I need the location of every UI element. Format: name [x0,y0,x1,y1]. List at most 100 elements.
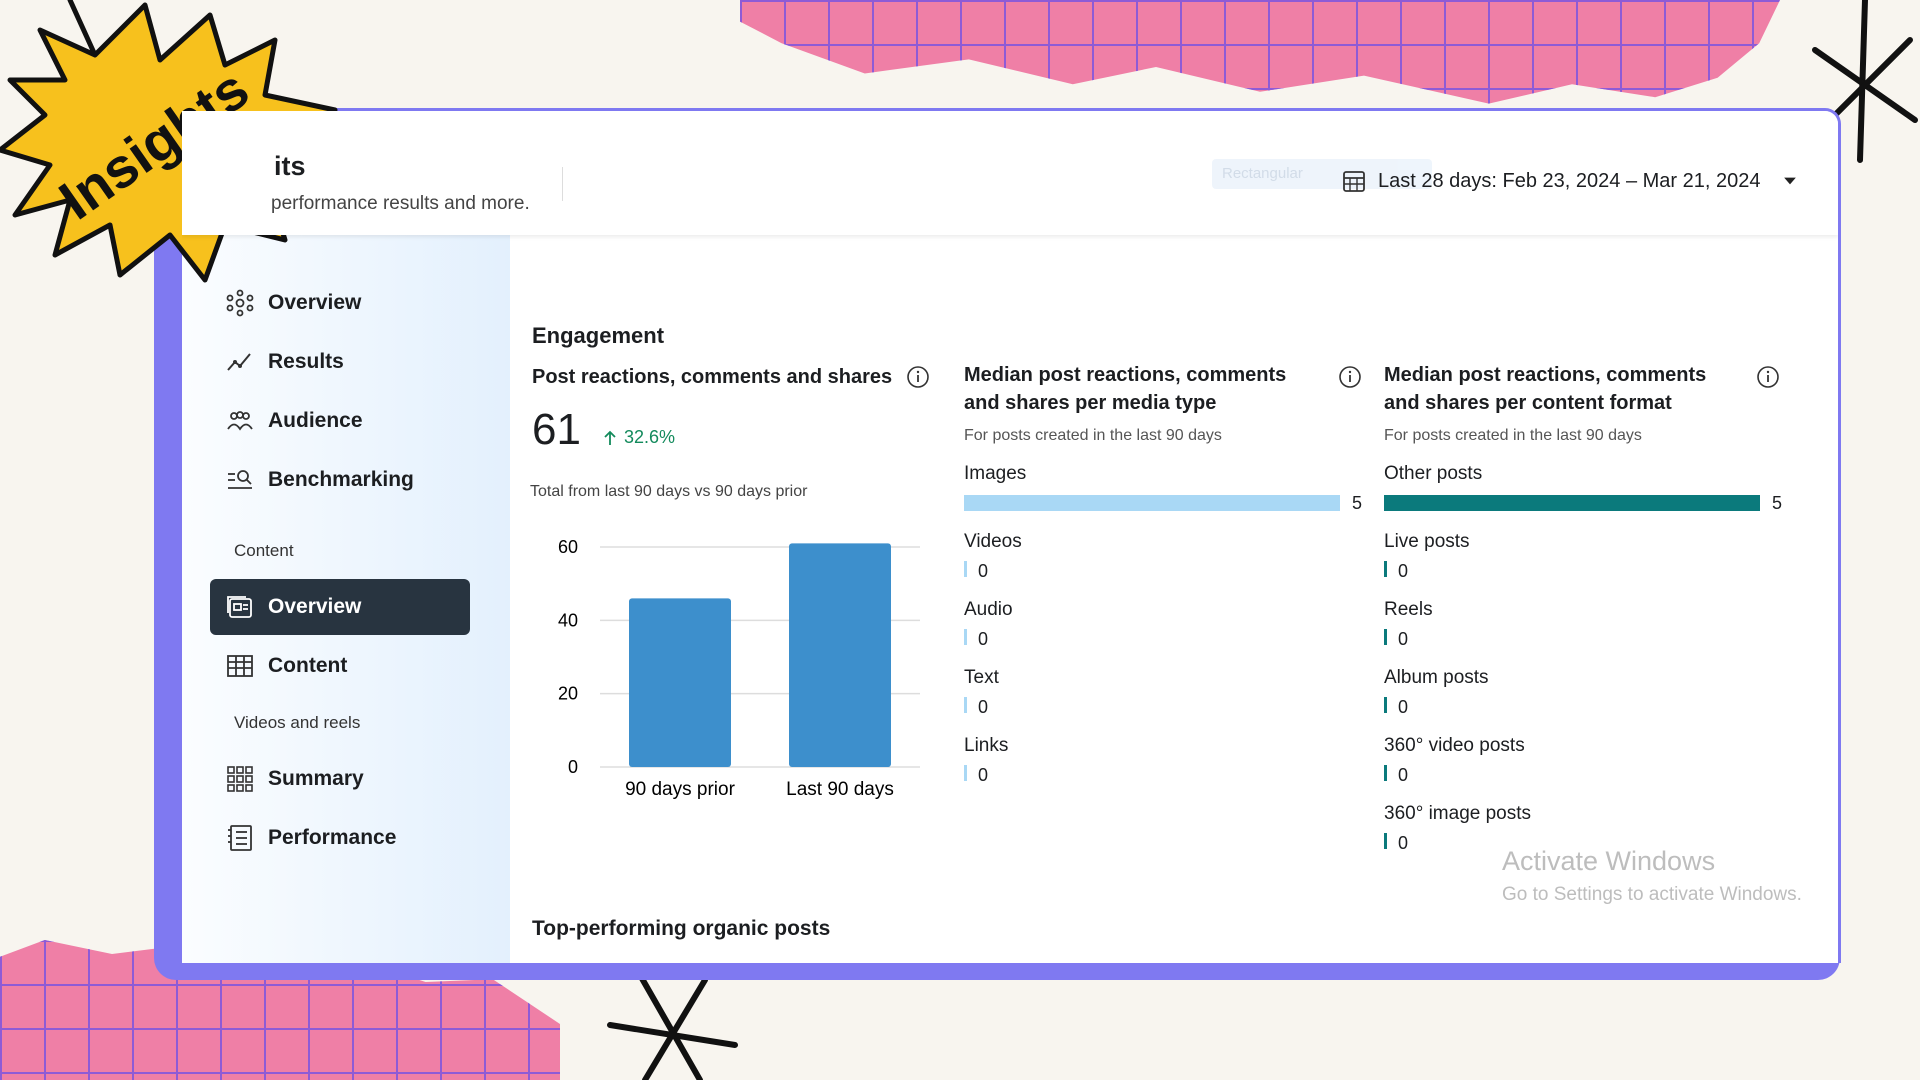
y-tick-label: 0 [568,757,578,777]
row-label: Live posts [1384,531,1470,552]
row-value: 0 [978,629,989,649]
row-value: 0 [1398,833,1409,853]
pink-grid-paper-top [740,0,1780,104]
sidebar-item-label: Performance [268,826,397,849]
x-tick-label: 90 days prior [625,779,736,800]
row-zero-tick [964,765,967,781]
sidebar-item-label: Audience [268,409,363,432]
row-value: 0 [1398,697,1409,717]
row-label: Album posts [1384,667,1489,688]
table-icon [227,655,253,677]
info-icon[interactable] [1756,365,1780,389]
page-title: its [274,151,306,181]
chevron-down-icon [1784,177,1797,185]
row-label: 360° image posts [1384,803,1532,824]
card-title-media-type-1: Median post reactions, comments [964,364,1287,386]
sidebar-item-performance[interactable]: Performance [210,810,470,866]
date-range-label: Last 28 days: Feb 23, 2024 – Mar 21, 202… [1378,169,1761,192]
benchmark-icon [228,470,252,489]
chart-bar[interactable] [789,543,891,767]
card-subtitle-content-format: For posts created in the last 90 days [1384,427,1642,444]
info-icon[interactable] [906,365,930,389]
section-heading-engagement: Engagement [532,323,665,348]
arrow-up-icon [604,430,616,445]
reactions-note: Total from last 90 days vs 90 days prior [530,483,808,500]
card-title-media-type-2: and shares per media type [964,392,1217,414]
grid-icon [227,766,253,792]
reactions-total-value: 61 [532,405,581,454]
sidebar-item-label: Summary [268,767,364,790]
row-label: Links [964,735,1009,756]
report-icon [228,825,252,851]
section-heading-top-posts: Top-performing organic posts [532,917,831,940]
network-icon [226,289,254,317]
row-value: 0 [1398,765,1409,785]
main-content: Engagement Post reactions, comments and … [510,235,1830,963]
header-divider [562,167,563,201]
row-bar[interactable] [964,495,1340,511]
row-zero-tick [1384,697,1387,713]
sidebar-item-summary[interactable]: Summary [210,751,470,807]
row-label: Images [964,463,1027,484]
reactions-change: 32.6% [602,427,675,448]
posts-overview-icon [227,596,252,618]
row-value: 5 [1772,493,1783,513]
row-label: Audio [964,599,1013,620]
card-title-content-format-1: Median post reactions, comments [1384,364,1707,386]
page-subtitle: performance results and more. [271,193,530,214]
windows-activation-subtitle: Go to Settings to activate Windows. [1502,884,1802,905]
card-title-reactions: Post reactions, comments and shares [532,366,893,388]
card-subtitle-media-type: For posts created in the last 90 days [964,427,1222,444]
sidebar-item-results[interactable]: Results [210,334,470,390]
row-value: 0 [978,561,989,581]
y-tick-label: 40 [558,610,578,630]
section-label-content: Content [234,541,294,560]
sidebar-item-audience[interactable]: Audience [210,393,470,449]
row-bar[interactable] [1384,495,1760,511]
row-value: 5 [1352,493,1363,513]
sidebar-item-label: Results [268,350,344,373]
row-label: Other posts [1384,463,1483,484]
row-value: 0 [1398,561,1409,581]
section-label-videos: Videos and reels [234,713,361,732]
row-label: Videos [964,531,1022,552]
row-label: 360° video posts [1384,735,1525,756]
row-zero-tick [964,697,967,713]
row-zero-tick [1384,629,1387,645]
sidebar-item-label: Benchmarking [268,468,414,491]
sidebar-item-content-overview[interactable]: Overview [210,579,470,635]
row-zero-tick [1384,765,1387,781]
y-tick-label: 20 [558,684,578,704]
row-zero-tick [1384,833,1387,849]
sidebar-item-content[interactable]: Content [210,638,470,694]
row-zero-tick [1384,561,1387,577]
row-label: Reels [1384,599,1433,620]
windows-activation-title: Activate Windows [1502,846,1716,876]
info-icon[interactable] [1338,365,1362,389]
date-range-picker[interactable]: Last 28 days: Feb 23, 2024 – Mar 21, 202… [1342,169,1800,193]
trend-icon [227,353,251,371]
row-label: Text [964,667,999,688]
page-header: its performance results and more. Rectan… [182,111,1838,235]
sidebar: Overview Results Audience Benchmarking C… [182,235,510,963]
sidebar-item-benchmarking[interactable]: Benchmarking [210,452,470,508]
sidebar-item-overview[interactable]: Overview [210,275,470,331]
reactions-change-value: 32.6% [624,427,676,447]
reactions-bar-chart: 0 20 40 60 90 days prior Last 90 days [558,537,920,800]
ghost-tag: Rectangular [1212,159,1432,189]
row-zero-tick [964,629,967,645]
card-title-content-format-2: and shares per content format [1384,392,1672,414]
people-icon [227,411,253,431]
app-window: its performance results and more. Rectan… [182,108,1841,963]
row-value: 0 [1398,629,1409,649]
sidebar-item-label: Content [268,654,348,677]
y-tick-label: 60 [558,537,578,557]
row-value: 0 [978,697,989,717]
chart-bar[interactable] [629,598,731,767]
sidebar-item-label: Overview [268,291,362,314]
row-value: 0 [978,765,989,785]
star-sparkle-icon [607,975,738,1080]
x-tick-label: Last 90 days [786,779,894,800]
row-zero-tick [964,561,967,577]
calendar-icon [1343,171,1365,192]
